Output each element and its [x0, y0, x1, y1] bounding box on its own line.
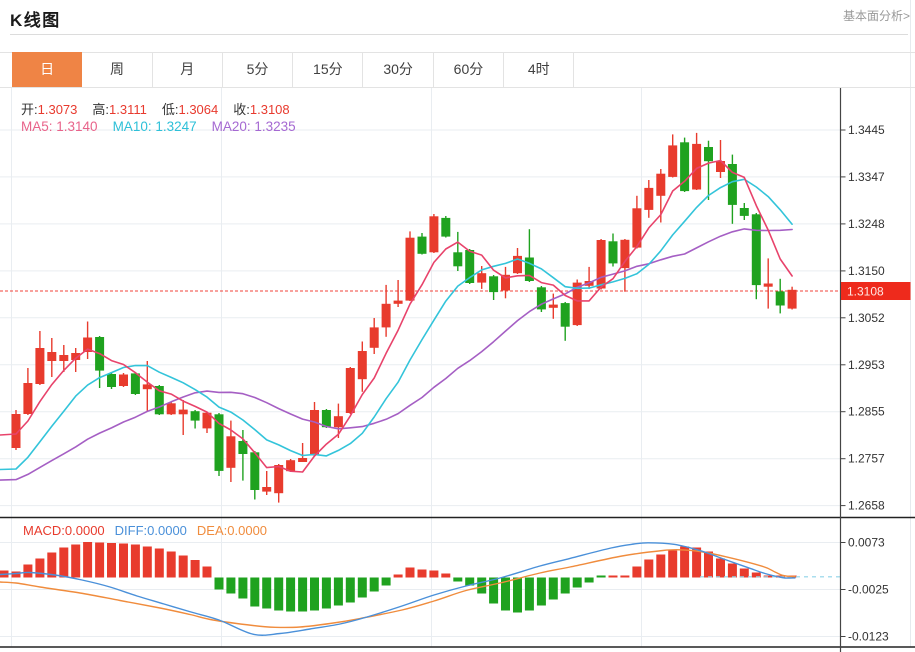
svg-text:1.2658: 1.2658 — [848, 499, 885, 513]
svg-text:1.3445: 1.3445 — [848, 123, 885, 137]
svg-text:1.3052: 1.3052 — [848, 311, 885, 325]
svg-text:-0.0123: -0.0123 — [848, 630, 889, 644]
svg-text:1.2757: 1.2757 — [848, 452, 885, 466]
svg-text:1.2855: 1.2855 — [848, 405, 885, 419]
svg-text:1.3347: 1.3347 — [848, 170, 885, 184]
svg-text:1.3150: 1.3150 — [848, 264, 885, 278]
svg-text:1.2953: 1.2953 — [848, 358, 885, 372]
svg-text:1.3248: 1.3248 — [848, 217, 885, 231]
svg-text:-0.0025: -0.0025 — [848, 583, 889, 597]
svg-text:0.0073: 0.0073 — [848, 536, 885, 550]
svg-text:1.3108: 1.3108 — [847, 285, 884, 299]
